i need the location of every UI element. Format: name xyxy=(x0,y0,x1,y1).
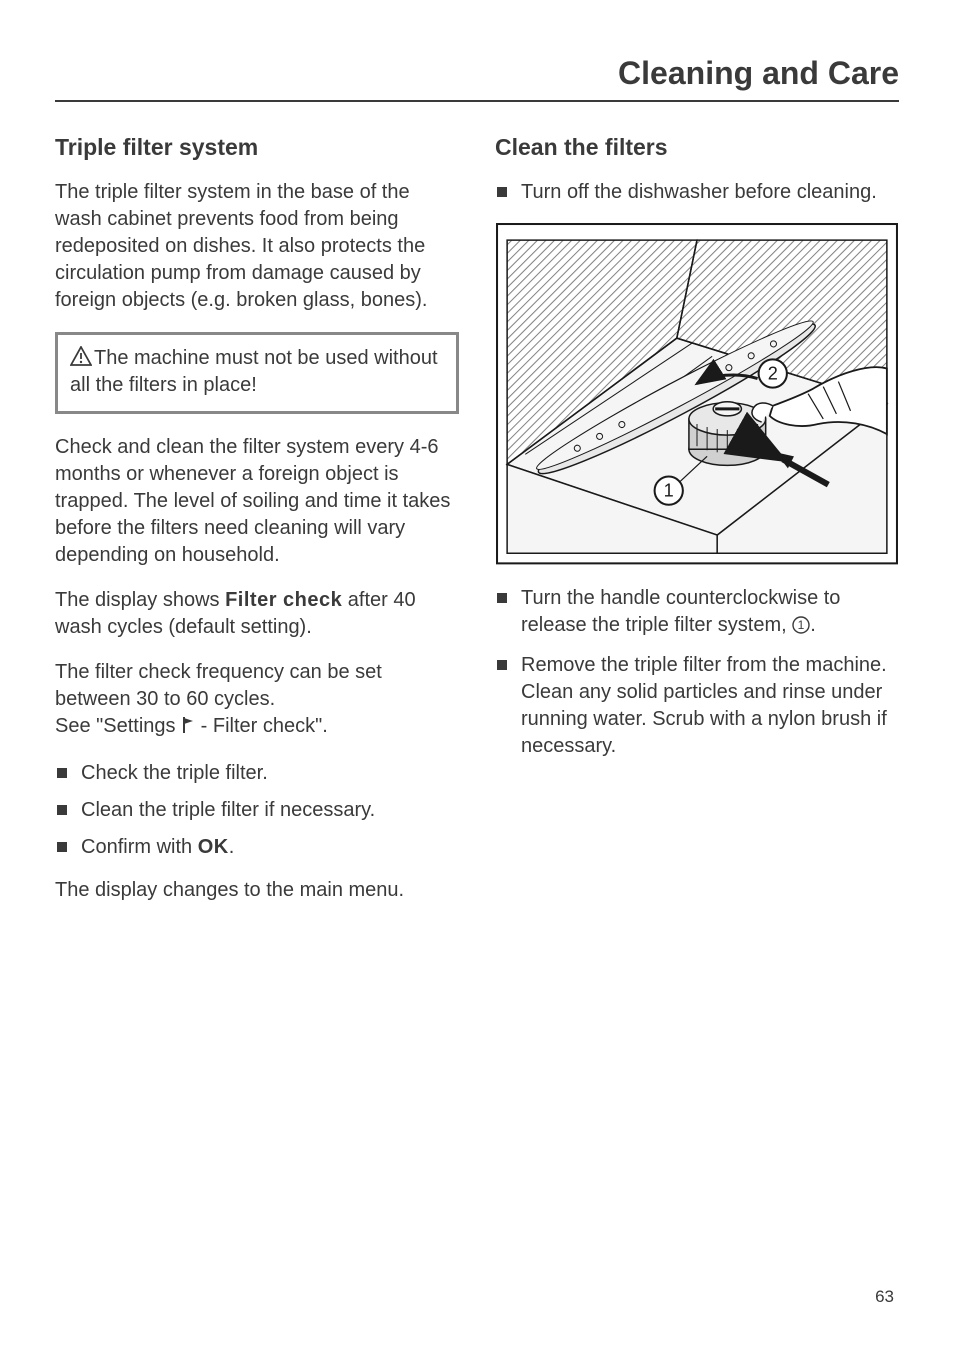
p4-line2-post: - Filter check". xyxy=(195,715,328,737)
p3-display-text: Filter check xyxy=(225,589,342,611)
callout-text: The machine must not be used without all… xyxy=(70,347,438,396)
left-bullet-1: Check the triple filter. xyxy=(55,760,459,787)
left-p4: The filter check frequency can be set be… xyxy=(55,659,459,742)
left-bullet-3: Confirm with OK. xyxy=(55,834,459,861)
p4-line1: The filter check frequency can be set be… xyxy=(55,661,382,710)
warning-icon xyxy=(70,346,92,366)
page-number: 63 xyxy=(875,1287,894,1307)
content-columns: Triple filter system The triple filter s… xyxy=(55,134,899,922)
rb2-1-post: . xyxy=(810,614,816,636)
circled-1-icon: 1 xyxy=(792,615,810,642)
right-bullets-2: Turn the handle counterclockwise to rele… xyxy=(495,585,899,760)
filter-diagram: 1 2 xyxy=(495,222,899,565)
right-bullet2-1: Turn the handle counterclockwise to rele… xyxy=(495,585,899,642)
left-heading: Triple filter system xyxy=(55,134,459,161)
fig-label-2: 2 xyxy=(768,364,778,384)
b3-display: OK xyxy=(198,836,229,858)
left-column: Triple filter system The triple filter s… xyxy=(55,134,459,922)
left-p1: The triple filter system in the base of … xyxy=(55,179,459,314)
page-title: Cleaning and Care xyxy=(55,55,899,102)
svg-text:1: 1 xyxy=(798,618,805,632)
p3-pre: The display shows xyxy=(55,589,225,611)
b3-pre: Confirm with xyxy=(81,836,198,858)
right-bullet1-1: Turn off the dishwasher before cleaning. xyxy=(495,179,899,206)
right-bullet2-2: Remove the triple filter from the machin… xyxy=(495,652,899,760)
warning-callout: The machine must not be used without all… xyxy=(55,332,459,414)
right-bullets-1: Turn off the dishwasher before cleaning. xyxy=(495,179,899,206)
left-p2: Check and clean the filter system every … xyxy=(55,434,459,569)
b3-post: . xyxy=(229,836,235,858)
flag-icon xyxy=(181,715,195,742)
left-bullets: Check the triple filter. Clean the tripl… xyxy=(55,760,459,861)
left-p3: The display shows Filter check after 40 … xyxy=(55,587,459,641)
p4-line2-pre: See "Settings xyxy=(55,715,181,737)
right-column: Clean the filters Turn off the dishwashe… xyxy=(495,134,899,922)
left-p5: The display changes to the main menu. xyxy=(55,877,459,904)
left-bullet-2: Clean the triple filter if necessary. xyxy=(55,797,459,824)
right-heading: Clean the filters xyxy=(495,134,899,161)
fig-label-1: 1 xyxy=(664,481,674,501)
